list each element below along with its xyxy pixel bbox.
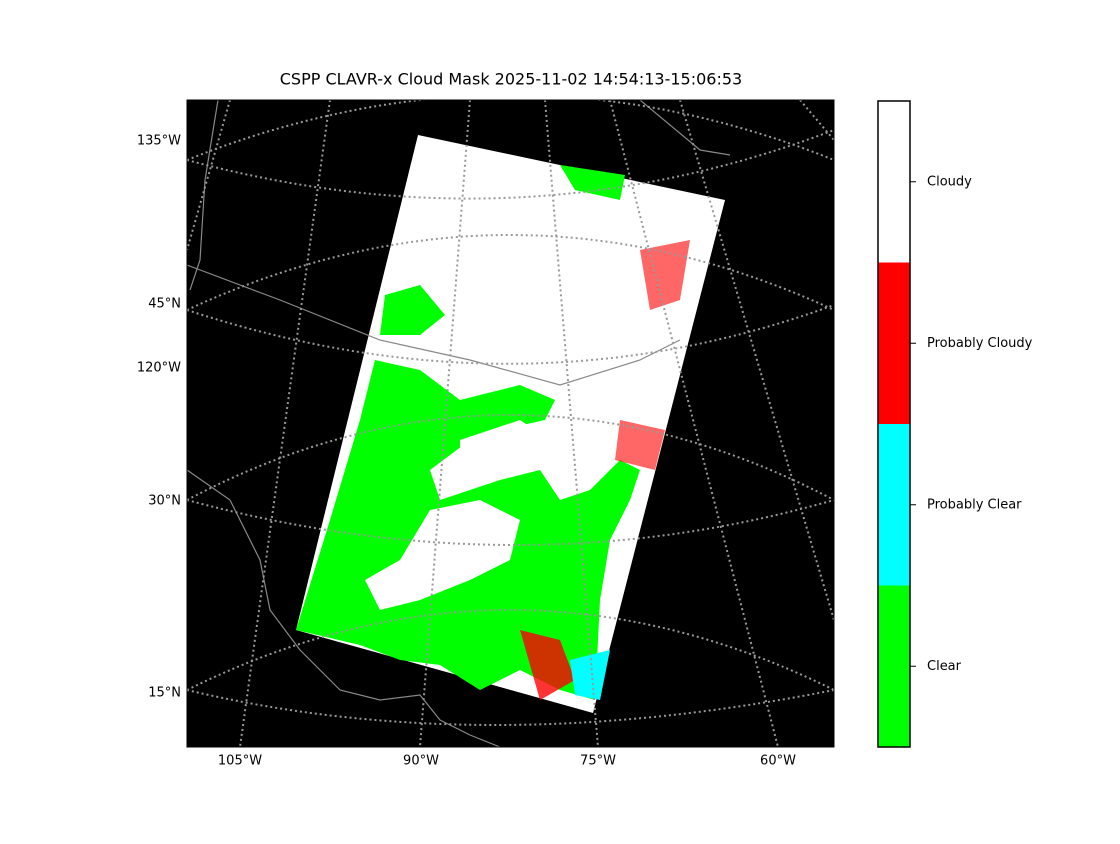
map-frame <box>186 99 835 748</box>
probably-cloudy-area <box>640 240 690 310</box>
cloud-area <box>460 420 550 480</box>
graticule <box>187 499 834 546</box>
title: CSPP CLAVR-x Cloud Mask 2025-11-02 14:54… <box>280 70 742 89</box>
colorbar-segment <box>878 101 910 263</box>
colorbar-label: Cloudy <box>927 174 972 189</box>
probably-cloudy-area <box>520 630 575 700</box>
graticule <box>187 414 834 501</box>
colorbar: Cloudy Probably Cloudy Probably Clear Clear <box>877 100 1033 748</box>
colorbar-segment <box>878 262 910 424</box>
bottom-label: 75°W <box>580 754 616 769</box>
graticule <box>799 100 834 141</box>
graticule <box>187 609 834 691</box>
graticule <box>239 100 331 747</box>
colorbar-segment <box>878 424 910 586</box>
clear-area <box>560 165 625 200</box>
colorbar-label: Probably Cloudy <box>927 336 1033 351</box>
bottom-label: 105°W <box>218 754 262 769</box>
left-label: 120°W <box>137 361 181 376</box>
bottom-label: 90°W <box>403 754 439 769</box>
graticule <box>187 234 834 311</box>
coastline <box>189 100 219 291</box>
graticule <box>187 100 834 161</box>
clear-area <box>380 285 445 335</box>
coastline <box>639 100 731 156</box>
border <box>187 264 681 386</box>
graticule <box>187 689 834 726</box>
axis-labels: 135°W 45°N 120°W 30°N 15°N 105°W 90°W 75°W 60°W <box>137 134 796 769</box>
colorbar-label: Clear <box>927 659 962 674</box>
graticule <box>419 100 471 747</box>
bottom-label: 60°W <box>760 754 796 769</box>
cloud-area <box>365 500 520 610</box>
left-label: 135°W <box>137 134 181 149</box>
colorbar-frame <box>877 100 911 748</box>
graticule <box>544 100 599 747</box>
probably-clear-area <box>570 650 610 700</box>
probably-cloudy-area <box>615 420 665 470</box>
left-label: 45°N <box>148 297 181 312</box>
map <box>187 100 834 747</box>
graticule <box>187 100 231 251</box>
graticule <box>679 100 834 621</box>
left-label: 30°N <box>148 494 181 509</box>
colorbar-segment <box>878 585 910 747</box>
graticule <box>187 129 834 200</box>
graticule <box>187 304 834 365</box>
left-label: 15°N <box>148 686 181 701</box>
graticule <box>609 100 779 747</box>
colorbar-label: Probably Clear <box>927 497 1022 512</box>
